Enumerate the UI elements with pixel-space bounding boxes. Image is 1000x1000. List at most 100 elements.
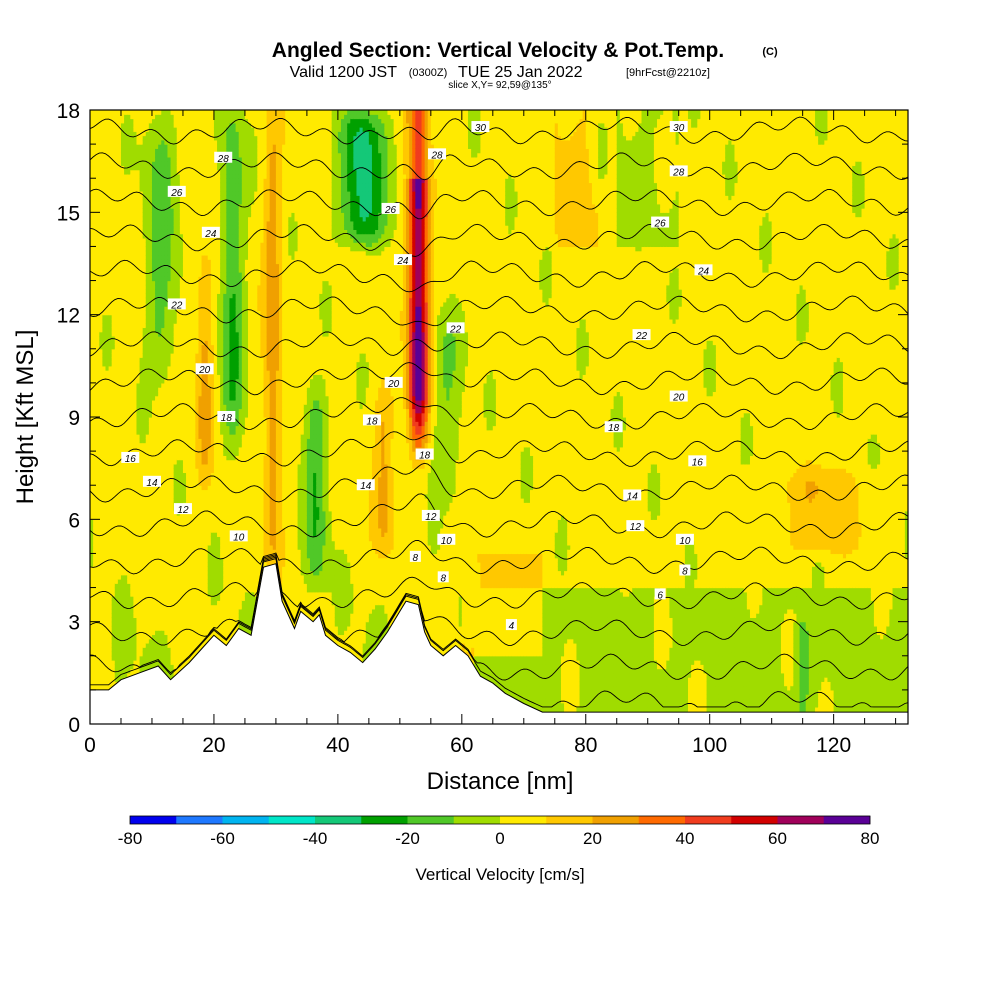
velocity-cell bbox=[96, 506, 100, 512]
velocity-cell bbox=[111, 110, 116, 115]
velocity-cell bbox=[136, 370, 141, 375]
velocity-cell bbox=[111, 625, 116, 631]
velocity-cell bbox=[130, 186, 134, 192]
velocity-cell bbox=[114, 540, 119, 546]
velocity-cell bbox=[136, 348, 141, 354]
velocity-cell bbox=[99, 681, 103, 687]
velocity-cell bbox=[90, 182, 94, 188]
velocity-cell bbox=[117, 642, 122, 648]
velocity-cell bbox=[96, 472, 100, 478]
velocity-cell bbox=[133, 591, 138, 597]
velocity-cell bbox=[93, 527, 97, 533]
velocity-cell bbox=[90, 144, 94, 149]
velocity-cell bbox=[130, 608, 134, 614]
velocity-cell bbox=[90, 378, 94, 384]
velocity-cell bbox=[102, 634, 107, 640]
velocity-cell bbox=[130, 340, 134, 346]
velocity-cell bbox=[111, 161, 116, 167]
velocity-cell bbox=[114, 173, 119, 179]
velocity-cell bbox=[108, 638, 113, 644]
velocity-cell bbox=[93, 587, 97, 593]
velocity-cell bbox=[90, 335, 94, 341]
velocity-cell bbox=[136, 335, 141, 341]
velocity-cell bbox=[93, 600, 97, 606]
velocity-cell bbox=[90, 165, 94, 171]
velocity-cell bbox=[120, 412, 125, 418]
velocity-cell bbox=[108, 323, 113, 329]
velocity-cell bbox=[102, 293, 107, 299]
velocity-cell bbox=[99, 276, 103, 282]
velocity-cell bbox=[108, 361, 113, 367]
velocity-cell bbox=[136, 208, 141, 213]
velocity-cell bbox=[124, 668, 128, 674]
velocity-cell bbox=[120, 476, 125, 482]
velocity-cell bbox=[99, 677, 103, 682]
velocity-cell bbox=[130, 284, 134, 290]
velocity-cell bbox=[117, 600, 122, 606]
velocity-cell bbox=[96, 233, 100, 239]
velocity-cell bbox=[102, 404, 107, 410]
velocity-cell bbox=[124, 617, 128, 623]
velocity-cell bbox=[127, 647, 131, 653]
velocity-cell bbox=[102, 638, 107, 644]
velocity-cell bbox=[124, 323, 128, 329]
velocity-cell bbox=[139, 642, 144, 648]
velocity-cell bbox=[139, 532, 144, 537]
velocity-cell bbox=[111, 672, 116, 678]
velocity-cell bbox=[133, 625, 138, 631]
velocity-cell bbox=[102, 348, 107, 354]
velocity-cell bbox=[120, 374, 125, 380]
velocity-cell bbox=[96, 114, 100, 120]
velocity-cell bbox=[117, 293, 122, 299]
velocity-cell bbox=[90, 156, 94, 162]
velocity-cell bbox=[139, 608, 144, 614]
velocity-cell bbox=[90, 668, 94, 674]
velocity-cell bbox=[102, 229, 107, 235]
velocity-cell bbox=[120, 387, 125, 393]
velocity-cell bbox=[105, 587, 110, 593]
velocity-cell bbox=[127, 442, 131, 448]
velocity-cell bbox=[136, 468, 141, 474]
velocity-cell bbox=[105, 536, 110, 542]
velocity-cell bbox=[111, 122, 116, 128]
velocity-cell bbox=[114, 434, 119, 439]
velocity-cell bbox=[136, 229, 141, 235]
velocity-cell bbox=[127, 340, 131, 346]
velocity-cell bbox=[114, 267, 119, 273]
velocity-cell bbox=[102, 127, 107, 132]
velocity-cell bbox=[90, 549, 94, 555]
velocity-cell bbox=[99, 195, 103, 201]
velocity-cell bbox=[108, 579, 113, 584]
velocity-cell bbox=[124, 604, 128, 610]
velocity-cell bbox=[133, 191, 138, 196]
velocity-cell bbox=[105, 191, 110, 196]
velocity-cell bbox=[93, 161, 97, 167]
velocity-cell bbox=[90, 532, 94, 537]
velocity-cell bbox=[120, 557, 125, 563]
velocity-cell bbox=[127, 122, 131, 128]
velocity-cell bbox=[102, 506, 107, 512]
velocity-cell bbox=[93, 118, 97, 124]
velocity-cell bbox=[90, 246, 94, 252]
velocity-cell bbox=[133, 655, 138, 661]
velocity-cell bbox=[139, 583, 144, 589]
velocity-cell bbox=[96, 348, 100, 354]
velocity-cell bbox=[105, 229, 110, 235]
velocity-cell bbox=[108, 110, 113, 115]
velocity-cell bbox=[130, 327, 134, 333]
velocity-cell bbox=[139, 668, 144, 674]
velocity-cell bbox=[114, 335, 119, 341]
velocity-cell bbox=[96, 195, 100, 201]
velocity-cell bbox=[130, 110, 134, 115]
velocity-cell bbox=[96, 272, 100, 277]
velocity-cell bbox=[105, 429, 110, 435]
velocity-cell bbox=[90, 553, 94, 559]
velocity-cell bbox=[90, 306, 94, 311]
velocity-cell bbox=[117, 169, 122, 175]
velocity-cell bbox=[111, 493, 116, 499]
velocity-cell bbox=[108, 237, 113, 243]
velocity-cell bbox=[136, 293, 141, 299]
velocity-cell bbox=[120, 468, 125, 474]
velocity-cell bbox=[111, 404, 116, 410]
velocity-cell bbox=[120, 391, 125, 397]
